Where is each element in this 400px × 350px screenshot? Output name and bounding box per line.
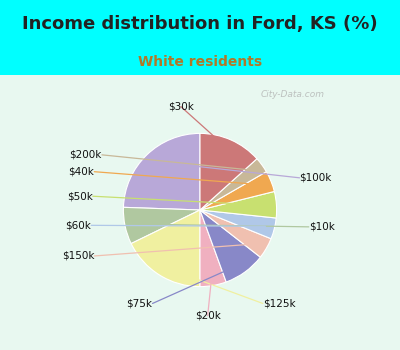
Wedge shape (200, 210, 260, 282)
Text: $30k: $30k (168, 102, 194, 112)
Text: Income distribution in Ford, KS (%): Income distribution in Ford, KS (%) (22, 15, 378, 33)
Wedge shape (123, 207, 200, 244)
Wedge shape (200, 159, 266, 210)
Text: $50k: $50k (67, 191, 93, 201)
Text: $20k: $20k (195, 311, 220, 321)
Wedge shape (200, 210, 226, 287)
Text: $75k: $75k (126, 299, 152, 308)
Wedge shape (131, 210, 200, 287)
Wedge shape (200, 133, 257, 210)
Text: $60k: $60k (65, 220, 91, 230)
Text: $10k: $10k (309, 222, 335, 232)
Text: City-Data.com: City-Data.com (261, 90, 325, 99)
Text: $125k: $125k (263, 299, 296, 308)
Wedge shape (200, 191, 277, 218)
Text: $100k: $100k (300, 173, 332, 183)
Wedge shape (200, 172, 274, 210)
Wedge shape (200, 210, 271, 257)
Text: $150k: $150k (62, 251, 94, 261)
Wedge shape (124, 133, 200, 210)
Text: $40k: $40k (68, 167, 94, 177)
Text: White residents: White residents (138, 55, 262, 69)
Wedge shape (200, 210, 276, 239)
Text: $200k: $200k (70, 150, 102, 160)
